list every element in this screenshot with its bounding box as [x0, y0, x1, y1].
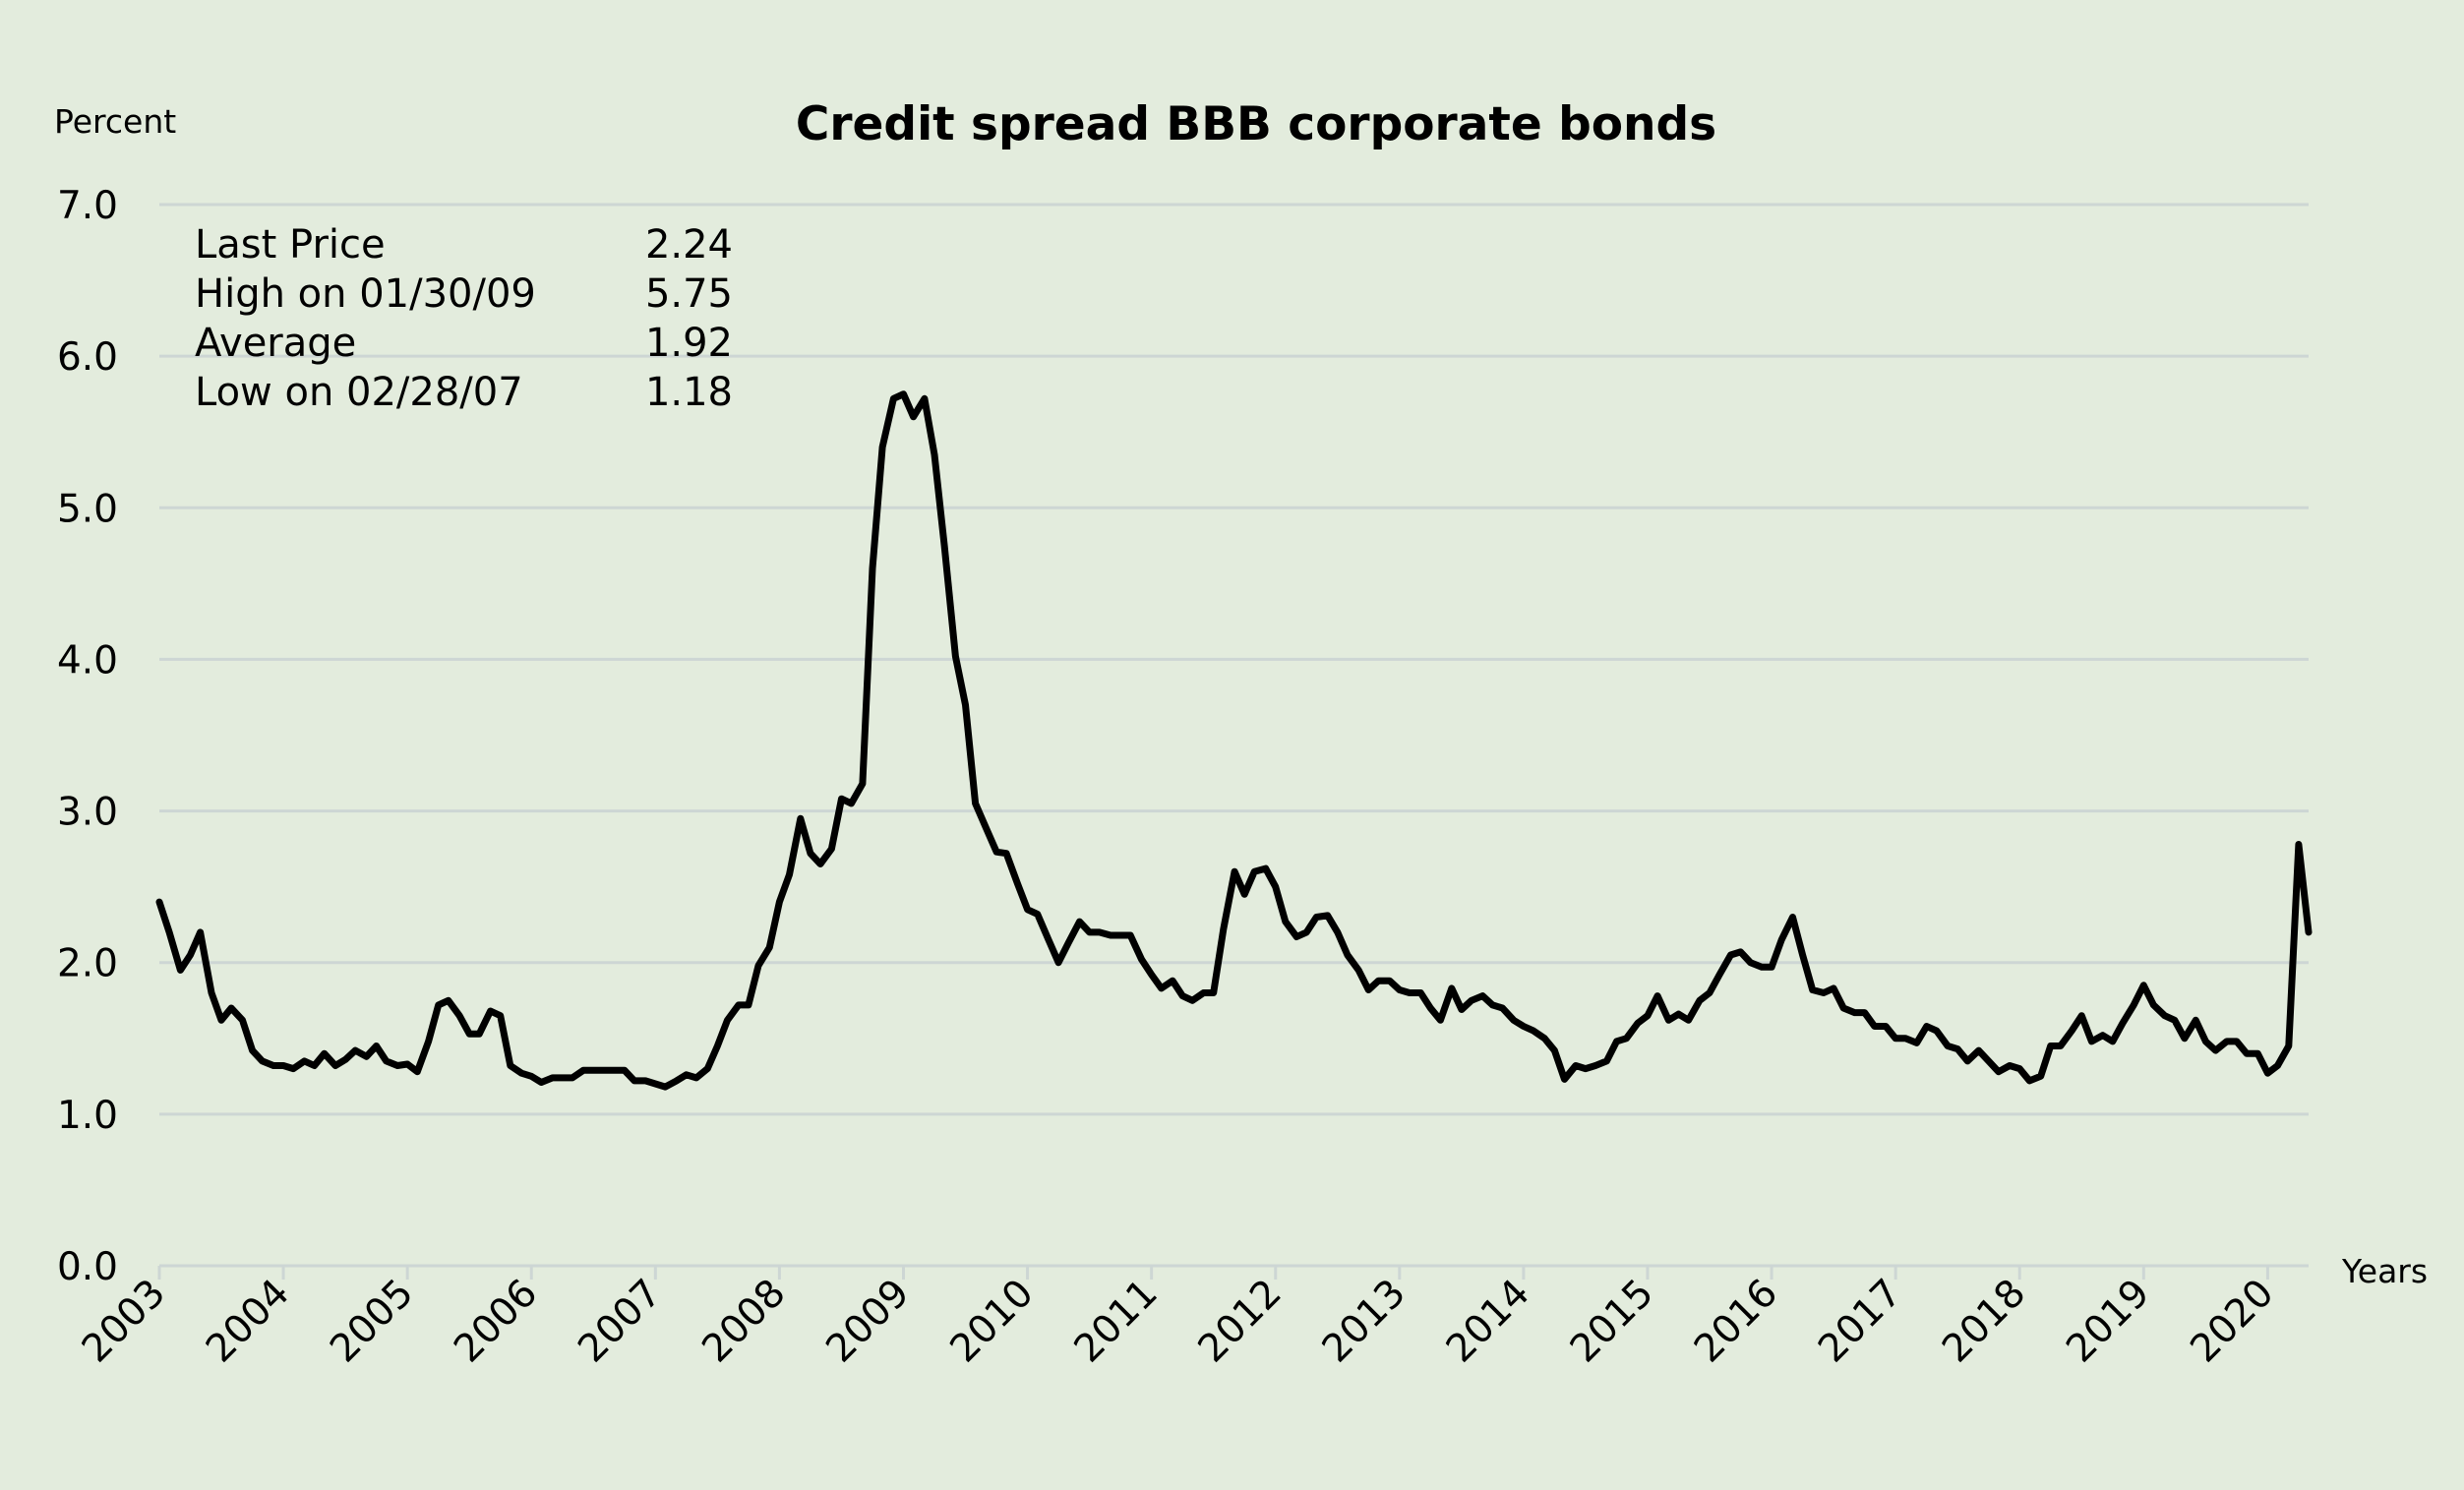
x-tick-label: 2006	[446, 1271, 546, 1371]
stat-label-last-price: Last Price	[195, 222, 386, 268]
x-tick-label: 2011	[1066, 1271, 1167, 1371]
stat-value-high: 5.75	[645, 271, 733, 317]
stat-value-last-price: 2.24	[645, 222, 733, 268]
x-tick-label: 2007	[570, 1271, 670, 1371]
x-tick-label: 2012	[1190, 1271, 1291, 1371]
stat-label-low: Low on 02/28/07	[195, 370, 523, 415]
x-axis-label: Years	[2341, 1252, 2428, 1290]
x-tick-label: 2005	[322, 1271, 422, 1371]
x-tick-label: 2013	[1314, 1271, 1414, 1371]
stat-value-average: 1.92	[645, 321, 733, 366]
x-tick-label: 2017	[1810, 1271, 1910, 1371]
x-tick-label: 2020	[2182, 1271, 2282, 1371]
stat-label-average: Average	[195, 321, 356, 366]
x-tick-label: 2015	[1562, 1271, 1662, 1371]
y-tick-label: 2.0	[57, 942, 118, 986]
y-tick-labels: 0.0 1.0 2.0 3.0 4.0 5.0 6.0 7.0	[57, 184, 118, 1289]
gridlines	[159, 203, 2309, 1116]
y-tick-label: 1.0	[57, 1094, 118, 1138]
y-tick-label: 6.0	[57, 335, 118, 380]
y-axis-label: Percent	[54, 102, 176, 141]
x-tick-label: 2018	[1934, 1271, 2034, 1371]
x-tick-label: 2019	[2058, 1271, 2158, 1371]
y-tick-label: 4.0	[57, 638, 118, 683]
stat-value-low: 1.18	[645, 370, 733, 415]
stat-label-high: High on 01/30/09	[195, 271, 536, 317]
axes	[157, 1264, 2309, 1280]
credit-spread-line	[155, 390, 2313, 1091]
x-tick-label: 2016	[1686, 1271, 1786, 1371]
x-tick-label: 2008	[693, 1271, 794, 1371]
stats-box: Last Price 2.24 High on 01/30/09 5.75 Av…	[195, 222, 733, 415]
x-tick-label: 2010	[942, 1271, 1043, 1371]
x-tick-label: 2014	[1438, 1271, 1538, 1371]
x-tick-label: 2009	[818, 1271, 919, 1371]
x-tick-labels: 2003 2004 2005 2006 2007 2008 2009 2010 2011 2012…	[74, 1271, 2282, 1371]
chart-title: Credit spread BBB corporate bonds	[796, 97, 1716, 151]
series-line	[155, 390, 2313, 1091]
y-tick-label: 0.0	[57, 1245, 118, 1289]
y-tick-label: 3.0	[57, 791, 118, 835]
y-tick-label: 5.0	[57, 487, 118, 531]
y-tick-label: 7.0	[57, 184, 118, 228]
x-tick-label: 2004	[198, 1271, 298, 1371]
